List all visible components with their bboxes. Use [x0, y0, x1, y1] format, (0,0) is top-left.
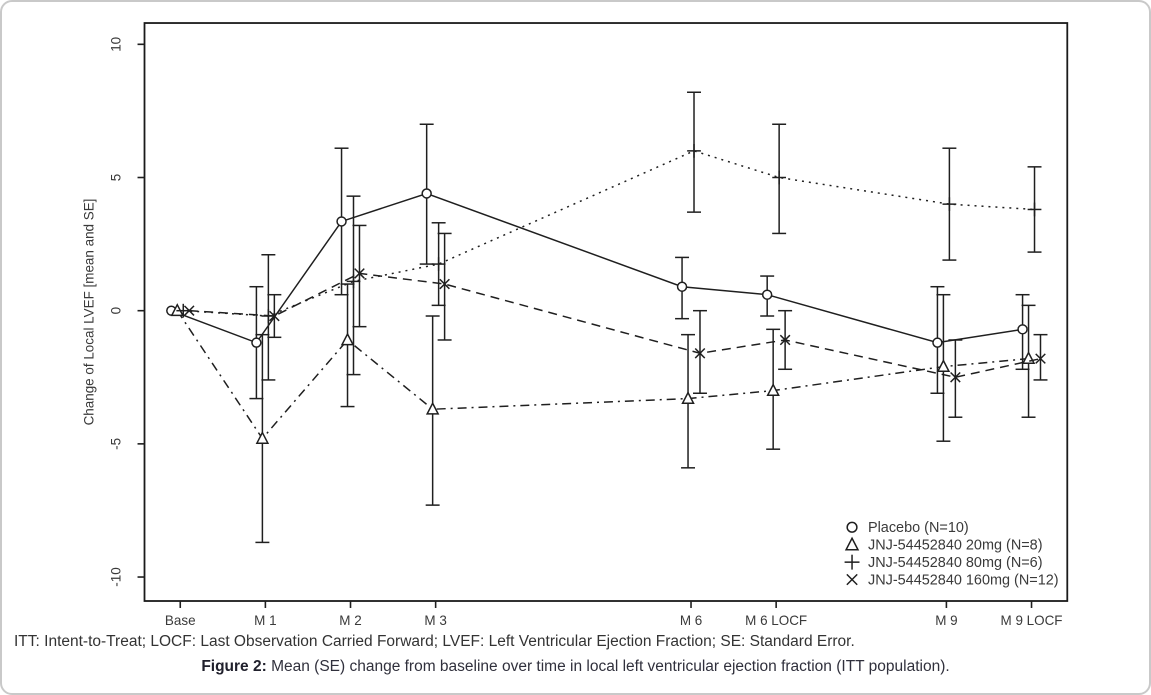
svg-text:M 1: M 1 [254, 613, 276, 628]
series-markers [176, 143, 1042, 323]
plot-frame [143, 22, 1069, 602]
svg-text:M 3: M 3 [424, 613, 446, 628]
legend-item-2: JNJ-54452840 20mg (N=8) [844, 536, 1043, 554]
lvef-line-chart: 10 5 0 -5 -10 Change of Local LVEF [mean and … [82, 22, 1069, 628]
legend-item-4: JNJ-54452840 160mg (N=12) [846, 573, 1059, 589]
legend: Placebo (N=10)JNJ-54452840 20mg (N=8)JNJ… [844, 520, 1059, 589]
svg-text:JNJ-54452840 20mg (N=8): JNJ-54452840 20mg (N=8) [868, 538, 1043, 554]
svg-text:M 6 LOCF: M 6 LOCF [745, 613, 807, 628]
legend-item-1: Placebo (N=10) [846, 520, 969, 536]
svg-text:0: 0 [109, 307, 124, 314]
svg-text:M 9 LOCF: M 9 LOCF [1001, 613, 1063, 628]
series-markers [183, 268, 1046, 383]
y-axis: 10 5 0 -5 -10 Change of Local LVEF [mean and … [82, 37, 145, 587]
error-bars [255, 283, 1036, 544]
svg-text:5: 5 [109, 174, 124, 181]
figure-caption-label: Figure 2: [201, 658, 267, 676]
series-markers [166, 188, 1028, 348]
error-bars [261, 91, 1042, 381]
series-line [176, 310, 1029, 440]
figure-footnote: ITT: Intent-to-Treat; LOCF: Last Observa… [14, 633, 855, 650]
error-bars [267, 224, 1048, 418]
svg-text:M 6: M 6 [680, 613, 702, 628]
figure-caption: Figure 2: Mean (SE) change from baseline… [2, 658, 1149, 676]
series-line [183, 150, 1035, 317]
error-bars [249, 123, 1030, 400]
series-line [189, 272, 1041, 379]
svg-text:Placebo (N=10): Placebo (N=10) [868, 520, 969, 536]
svg-text:JNJ-54452840 80mg (N=6): JNJ-54452840 80mg (N=6) [868, 555, 1043, 571]
svg-text:JNJ-54452840 160mg (N=12): JNJ-54452840 160mg (N=12) [868, 573, 1059, 589]
series-triangle [170, 283, 1036, 544]
svg-text:M 9: M 9 [935, 613, 957, 628]
svg-text:10: 10 [109, 37, 124, 52]
series-markers [170, 303, 1036, 444]
y-axis-title: Change of Local LVEF [mean and SE] [82, 199, 97, 426]
svg-text:Base: Base [165, 613, 196, 628]
figure-caption-text: Mean (SE) change from baseline over time… [266, 658, 950, 676]
series-circle [166, 123, 1030, 400]
svg-text:M 2: M 2 [339, 613, 361, 628]
series-x [183, 224, 1048, 418]
svg-text:-5: -5 [109, 438, 124, 450]
x-axis: Base M 1 M 2 M 3 M 6 M 6 LOCF M 9 M 9 LOCF [165, 601, 1063, 628]
series-line [171, 192, 1023, 344]
series-plus [176, 91, 1042, 381]
legend-item-3: JNJ-54452840 80mg (N=6) [844, 554, 1043, 571]
svg-text:-10: -10 [109, 567, 124, 586]
